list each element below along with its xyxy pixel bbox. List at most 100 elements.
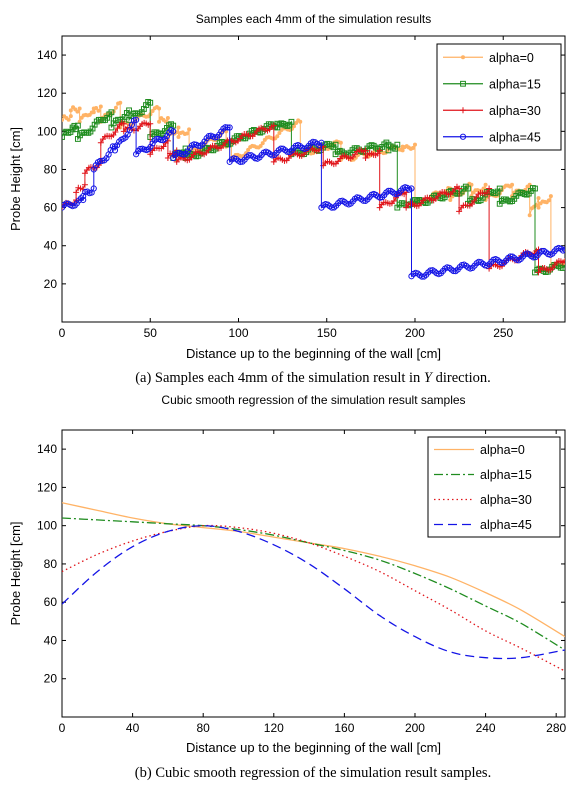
legend: alpha=0 alpha=15 alpha=30 alpha=45 [427,436,561,538]
data-point [126,127,133,134]
data-point [176,135,181,140]
x-tick-label: 120 [264,721,284,735]
data-point [157,119,162,124]
legend-label: alpha=30 [489,104,541,118]
series-group [62,502,565,672]
x-tick-label: 50 [144,326,158,340]
data-point [260,141,265,146]
y-tick-label: 140 [37,442,57,456]
x-tick-label: 150 [317,326,337,340]
data-point [71,122,78,129]
x-axis-label: Distance up to the beginning of the wall… [186,346,441,361]
data-point [338,140,343,145]
data-point [385,187,392,194]
data-point [527,182,532,187]
data-point [538,247,545,255]
data-point [461,55,465,60]
data-point [561,246,565,253]
data-point [468,201,475,208]
chart-panel-1: Cubic smooth regression of the simulatio… [8,393,567,781]
figure-caption: (a) Samples each 4mm of the simulation r… [135,370,491,386]
y-axis-label: Probe Height [cm] [8,127,23,231]
data-point [224,124,231,131]
plot-frame [61,35,566,323]
x-tick-label: 0 [59,721,66,735]
caption-prefix: (b) Cubic smooth regression of the simul… [135,765,491,781]
data-point [459,133,467,140]
data-point [298,119,303,124]
data-point [147,99,154,106]
y-tick-label: 40 [44,633,58,647]
data-point [496,185,503,192]
data-point [245,152,252,159]
data-point [120,120,127,127]
data-point [362,147,369,154]
data-point [187,127,192,132]
data-point [481,262,489,269]
data-point [150,109,155,114]
data-point [483,189,490,196]
data-point [362,155,369,162]
data-point [96,108,101,113]
data-point [360,197,367,204]
x-tick-label: 80 [197,721,211,735]
data-point [318,139,325,146]
data-point [275,134,280,139]
data-point [460,107,466,114]
y-tick-label: 120 [37,480,57,494]
series-group [62,99,565,280]
data-point [460,80,466,87]
data-point [277,131,282,136]
y-tick-label: 80 [44,162,58,176]
legend-label: alpha=15 [489,77,541,91]
y-tick-label: 100 [37,519,57,533]
data-point [113,105,118,110]
data-point [394,141,401,148]
data-point [527,213,532,218]
data-point [69,126,76,133]
data-point [108,109,115,116]
x-tick-label: 250 [493,326,513,340]
x-tick-label: 0 [59,326,66,340]
series-2 [62,524,565,672]
data-point [90,185,97,192]
y-tick-label: 80 [44,557,58,571]
data-point [486,185,493,192]
data-point [226,124,233,131]
data-point [62,117,64,122]
figure-caption: (b) Cubic smooth regression of the simul… [135,765,491,781]
data-point [536,205,541,210]
data-point [133,116,140,123]
data-point [147,151,154,158]
series-3 [62,116,565,280]
x-axis-label: Distance up to the beginning of the wall… [186,740,441,755]
data-point [126,107,132,114]
data-point [91,110,96,115]
y-tick-label: 20 [44,277,58,291]
data-point [562,257,565,264]
y-tick-label: 140 [37,48,57,62]
data-point [427,267,434,274]
data-point [222,124,229,131]
data-point [160,143,167,150]
chart-title: Cubic smooth regression of the simulatio… [161,393,465,407]
data-point [94,106,99,111]
data-point [165,115,170,120]
legend-label: alpha=0 [489,51,534,65]
legend-label: alpha=30 [480,493,532,507]
data-point [176,125,181,130]
x-tick-label: 200 [405,326,425,340]
data-point [170,128,177,135]
data-point [75,109,80,114]
x-tick-label: 240 [476,721,496,735]
chart-panel-0: Samples each 4mm of the simulation resul… [8,12,566,386]
data-point [270,122,277,129]
plot-frame [61,429,566,718]
data-point [66,117,71,122]
caption-suffix: direction. [432,370,491,386]
legend-label: alpha=45 [489,130,541,144]
y-tick-label: 40 [44,239,58,253]
data-point [174,150,181,157]
chart-title: Samples each 4mm of the simulation resul… [196,12,431,26]
